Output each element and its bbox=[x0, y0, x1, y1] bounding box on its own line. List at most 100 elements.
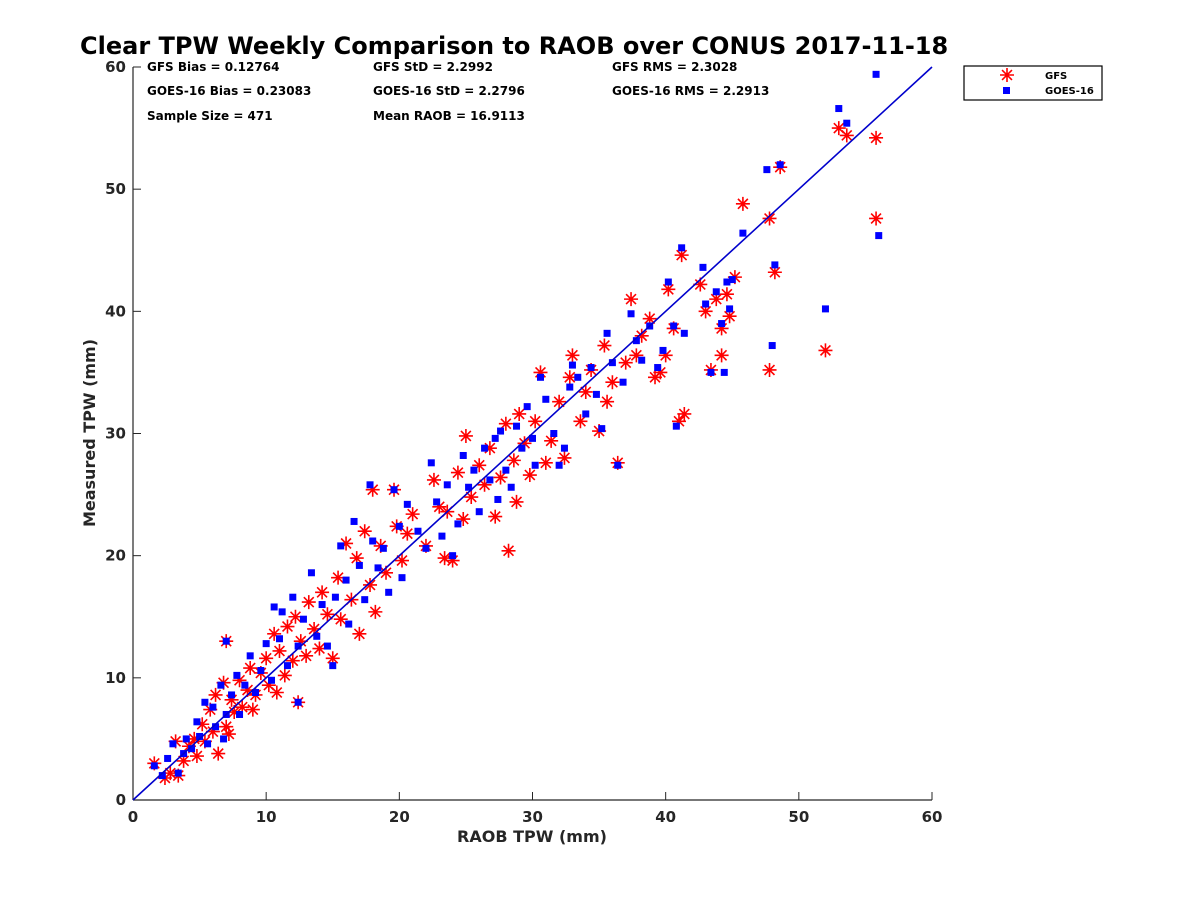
series-gfs bbox=[147, 121, 884, 786]
goes16-point bbox=[433, 498, 441, 506]
goes16-point bbox=[513, 422, 521, 430]
goes16-point bbox=[267, 676, 275, 684]
gfs-point bbox=[552, 394, 567, 409]
goes16-point bbox=[294, 698, 302, 706]
goes16-point bbox=[379, 544, 387, 552]
gfs-point bbox=[869, 130, 884, 145]
goes16-point bbox=[712, 288, 720, 296]
goes16-point bbox=[374, 564, 382, 572]
goes16-point bbox=[174, 769, 182, 777]
gfs-point bbox=[629, 348, 644, 363]
gfs-point bbox=[227, 705, 242, 720]
gfs-point bbox=[597, 338, 612, 353]
goes16-point bbox=[294, 642, 302, 650]
x-tick-label: 60 bbox=[922, 808, 943, 826]
y-tick-label: 30 bbox=[105, 425, 126, 443]
goes16-point bbox=[182, 735, 190, 743]
goes16-point bbox=[627, 310, 635, 318]
goes16-point bbox=[427, 459, 435, 467]
gfs-point bbox=[405, 507, 420, 522]
goes16-point bbox=[491, 434, 499, 442]
goes16-point bbox=[385, 588, 393, 596]
gfs-point bbox=[269, 685, 284, 700]
gfs-point bbox=[482, 441, 497, 456]
goes16-point bbox=[497, 427, 505, 435]
gfs-point bbox=[450, 465, 465, 480]
goes16-point bbox=[233, 671, 241, 679]
gfs-point bbox=[818, 343, 833, 358]
goes16-point bbox=[220, 735, 228, 743]
goes16-point bbox=[403, 500, 411, 508]
gfs-point bbox=[618, 355, 633, 370]
goes16-point bbox=[252, 688, 260, 696]
goes16-point bbox=[345, 620, 353, 628]
goes16-point bbox=[664, 278, 672, 286]
goes16-point bbox=[821, 305, 829, 313]
goes16-point bbox=[449, 552, 457, 560]
goes16-point bbox=[574, 373, 582, 381]
goes16-point bbox=[875, 232, 883, 240]
legend-gfs-asterisk-icon bbox=[1000, 68, 1014, 82]
gfs-point bbox=[565, 348, 580, 363]
goes16-point bbox=[536, 373, 544, 381]
goes16-point bbox=[241, 681, 249, 689]
stat-gfs-rms: GFS RMS = 2.3028 bbox=[612, 60, 737, 74]
gfs-point bbox=[352, 626, 367, 641]
x-tick-label: 20 bbox=[389, 808, 410, 826]
chart-title: Clear TPW Weekly Comparison to RAOB over… bbox=[80, 32, 948, 60]
gfs-point bbox=[839, 128, 854, 143]
goes16-point bbox=[507, 483, 515, 491]
gfs-point bbox=[578, 384, 593, 399]
stat-mean-raob: Mean RAOB = 16.9113 bbox=[373, 109, 525, 123]
goes16-point bbox=[608, 359, 616, 367]
goes16-point bbox=[555, 461, 563, 469]
goes16-point bbox=[270, 603, 278, 611]
stat-goes16-rms: GOES-16 RMS = 2.2913 bbox=[612, 84, 769, 98]
legend-gfs-label: GFS bbox=[1045, 71, 1067, 82]
goes16-point bbox=[164, 754, 172, 762]
goes16-point bbox=[222, 637, 230, 645]
gfs-point bbox=[488, 509, 503, 524]
y-axis-label: Measured TPW (mm) bbox=[80, 339, 99, 527]
gfs-point bbox=[211, 746, 226, 761]
goes16-point bbox=[582, 410, 590, 418]
y-tick-label: 40 bbox=[105, 302, 126, 320]
y-tick-label: 10 bbox=[105, 669, 126, 687]
gfs-point bbox=[562, 370, 577, 385]
gfs-point bbox=[600, 394, 615, 409]
goes16-point bbox=[337, 542, 345, 550]
stat-goes16-std: GOES-16 StD = 2.2796 bbox=[373, 84, 525, 98]
gfs-point bbox=[658, 348, 673, 363]
gfs-point bbox=[557, 450, 572, 465]
gfs-point bbox=[261, 678, 276, 693]
gfs-point bbox=[719, 287, 734, 302]
gfs-point bbox=[501, 543, 516, 558]
goes16-point bbox=[475, 508, 483, 516]
goes16-point bbox=[204, 740, 212, 748]
gfs-point bbox=[674, 248, 689, 263]
goes16-point bbox=[542, 395, 550, 403]
goes16-point bbox=[702, 300, 710, 308]
stat-gfs-std: GFS StD = 2.2992 bbox=[373, 60, 493, 74]
goes16-point bbox=[443, 481, 451, 489]
goes16-point bbox=[355, 561, 363, 569]
goes16-point bbox=[619, 378, 627, 386]
y-tick-label: 20 bbox=[105, 547, 126, 565]
gfs-point bbox=[538, 455, 553, 470]
gfs-point bbox=[533, 365, 548, 380]
gfs-point bbox=[762, 211, 777, 226]
x-tick-label: 0 bbox=[128, 808, 138, 826]
goes16-point bbox=[361, 596, 369, 604]
gfs-point bbox=[653, 365, 668, 380]
goes16-point bbox=[739, 229, 747, 237]
gfs-point bbox=[235, 700, 250, 715]
goes16-point bbox=[720, 368, 728, 376]
goes16-point bbox=[228, 691, 236, 699]
goes16-point bbox=[568, 361, 576, 369]
goes16-point bbox=[158, 772, 166, 780]
legend-goes16-label: GOES-16 bbox=[1045, 86, 1094, 97]
gfs-point bbox=[642, 311, 657, 326]
gfs-point bbox=[634, 328, 649, 343]
gfs-point bbox=[267, 626, 282, 641]
gfs-point bbox=[205, 724, 220, 739]
